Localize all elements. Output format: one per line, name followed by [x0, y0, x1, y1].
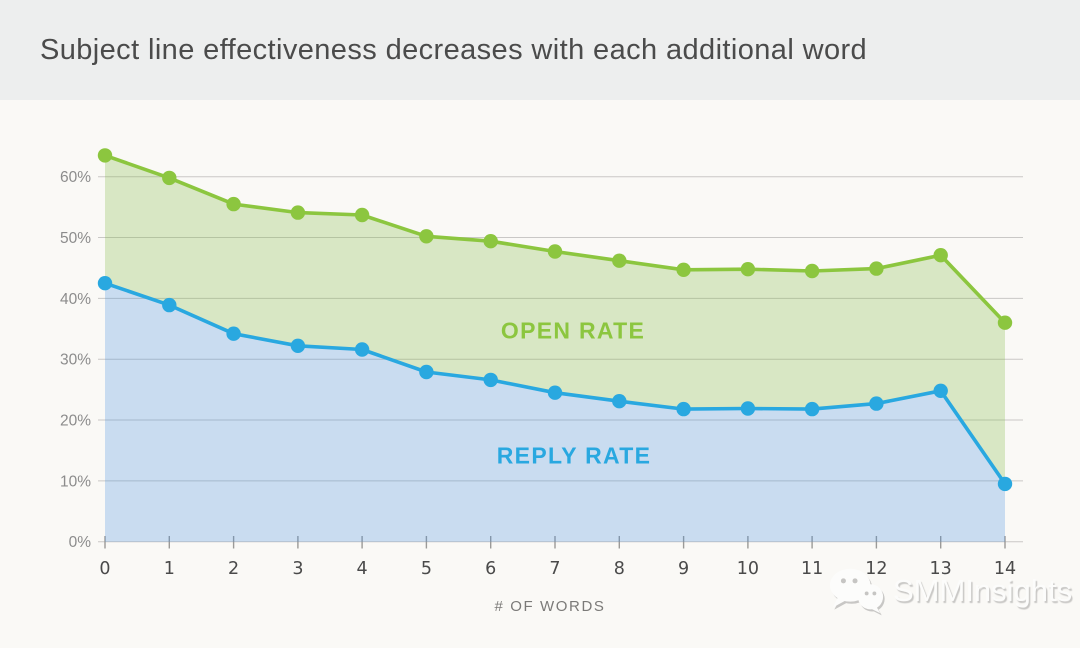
reply-rate-point-4	[354, 342, 370, 357]
y-tick-label: 40%	[60, 291, 91, 308]
open-rate-point-4	[354, 207, 370, 223]
open-rate-point-13	[933, 248, 948, 263]
header-bar: Subject line effectiveness decreases wit…	[0, 0, 1080, 100]
open-rate-point-0	[97, 148, 113, 163]
y-tick-label: 0%	[69, 534, 92, 551]
open-rate-point-8	[612, 253, 627, 268]
open-rate-point-1	[162, 170, 177, 186]
chart-title: Subject line effectiveness decreases wit…	[40, 33, 868, 66]
reply-rate-point-13	[933, 383, 948, 398]
x-tick-label: 3	[292, 559, 303, 579]
y-tick-label: 30%	[60, 352, 91, 369]
watermark: SMMInsights	[826, 566, 1072, 616]
open-rate-point-3	[290, 205, 306, 220]
x-tick-label: 10	[737, 559, 759, 579]
x-tick-label: 2	[228, 559, 239, 579]
open-rate-point-5	[419, 229, 434, 244]
open-rate-point-14	[997, 315, 1013, 330]
reply-rate-point-10	[740, 401, 756, 416]
wechat-icon	[829, 568, 885, 616]
x-tick-label: 12	[865, 559, 887, 579]
watermark-text: SMMInsights	[893, 573, 1073, 608]
x-tick-label: 14	[994, 559, 1016, 579]
open-rate-area	[105, 155, 1005, 484]
open-rate-point-10	[740, 262, 756, 277]
open-rate-point-9	[676, 262, 691, 277]
reply-rate-point-12	[869, 396, 884, 411]
reply-rate-label: REPLY RATE	[496, 442, 652, 469]
reply-rate-point-7	[547, 385, 563, 400]
y-tick-label: 50%	[60, 230, 91, 247]
x-tick-label: 1	[164, 559, 175, 579]
x-axis-title: # OF WORDS	[494, 598, 606, 615]
x-tick-label: 11	[801, 559, 823, 579]
x-tick-label: 9	[678, 559, 689, 579]
reply-rate-point-8	[612, 394, 627, 409]
x-tick-label: 6	[485, 559, 496, 579]
x-tick-label: 8	[614, 559, 625, 579]
x-tick-label: 0	[99, 559, 110, 579]
reply-rate-point-0	[97, 276, 113, 291]
reply-rate-point-14	[997, 476, 1013, 492]
reply-rate-point-3	[290, 338, 306, 353]
reply-rate-point-9	[676, 401, 691, 417]
open-rate-point-11	[804, 263, 820, 279]
open-rate-point-12	[869, 261, 884, 276]
chart-canvas: 0%10%20%30%40%50%60%0 1 2 3 4 5 6 7 8 9 10 11 12 13 14	[60, 148, 1023, 579]
reply-rate-point-2	[226, 326, 241, 341]
open-rate-point-6	[483, 234, 498, 249]
chart-area: 0% 10% 20% 30% 40% 50% 60% 0 1 2 3 4 5 6 7 8 9 10 11 12 13 14…	[0, 100, 1080, 648]
x-tick-label: 7	[549, 559, 560, 579]
reply-rate-point-5	[419, 364, 434, 380]
x-tick-label: 13	[930, 559, 952, 579]
open-rate-label: OPEN RATE	[500, 317, 646, 344]
y-tick-label: 60%	[60, 169, 91, 186]
reply-rate-point-11	[804, 401, 820, 417]
x-tick-label: 5	[421, 559, 432, 579]
y-tick-label: 10%	[60, 473, 91, 490]
open-rate-point-7	[547, 244, 563, 259]
open-rate-point-2	[226, 196, 241, 212]
y-tick-label: 20%	[60, 413, 91, 430]
reply-rate-point-6	[483, 372, 498, 388]
reply-rate-point-1	[162, 297, 177, 313]
x-tick-label: 4	[357, 559, 368, 579]
